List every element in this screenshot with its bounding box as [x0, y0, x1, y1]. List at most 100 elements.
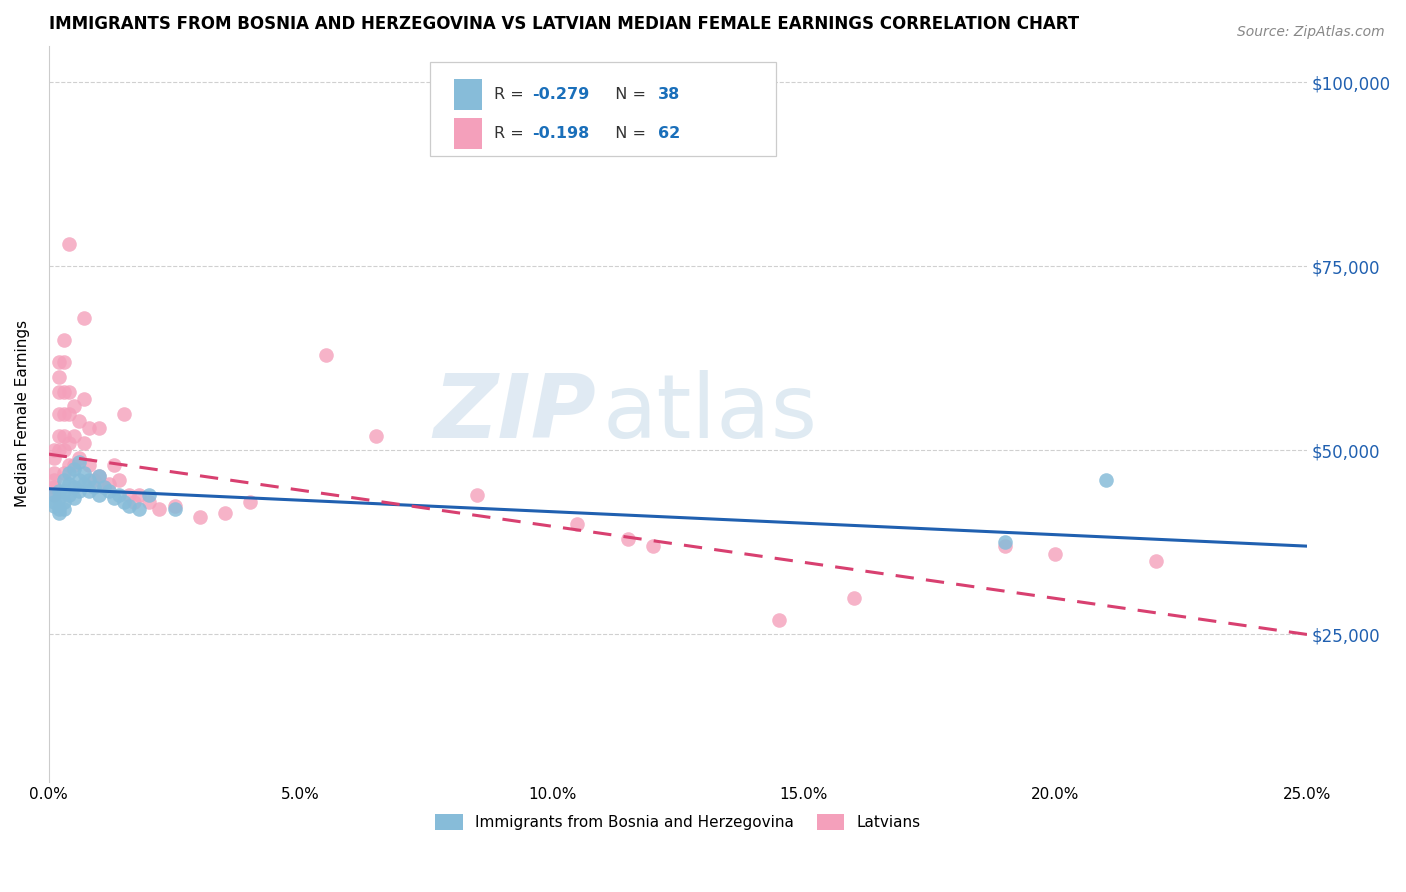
- Point: [58, 466, 80, 480]
- Point: [112, 495, 135, 509]
- Point: [108, 473, 131, 487]
- Point: [73, 466, 96, 480]
- Point: [315, 348, 337, 362]
- Text: IMMIGRANTS FROM BOSNIA AND HERZEGOVINA VS LATVIAN MEDIAN FEMALE EARNINGS CORRELA: IMMIGRANTS FROM BOSNIA AND HERZEGOVINA V…: [49, 15, 1078, 33]
- Point: [148, 502, 170, 516]
- Text: N =: N =: [605, 87, 651, 102]
- Text: -0.198: -0.198: [531, 126, 589, 141]
- Point: [616, 532, 638, 546]
- Point: [42, 450, 65, 465]
- Point: [87, 421, 110, 435]
- Point: [994, 539, 1017, 553]
- Text: -0.279: -0.279: [531, 87, 589, 102]
- Point: [67, 483, 90, 498]
- Point: [1045, 547, 1067, 561]
- Point: [48, 483, 70, 498]
- Point: [124, 495, 146, 509]
- Point: [994, 535, 1017, 549]
- Text: R =: R =: [494, 87, 529, 102]
- Legend: Immigrants from Bosnia and Herzegovina, Latvians: Immigrants from Bosnia and Herzegovina, …: [429, 808, 927, 837]
- Point: [98, 476, 121, 491]
- Point: [163, 502, 186, 516]
- Point: [73, 476, 96, 491]
- Point: [112, 407, 135, 421]
- Point: [58, 488, 80, 502]
- Point: [42, 473, 65, 487]
- Point: [48, 428, 70, 442]
- Point: [52, 333, 75, 347]
- Point: [42, 488, 65, 502]
- Point: [641, 539, 664, 553]
- Point: [128, 502, 150, 516]
- Point: [58, 407, 80, 421]
- Point: [48, 369, 70, 384]
- Point: [63, 399, 86, 413]
- Point: [48, 491, 70, 506]
- Point: [128, 488, 150, 502]
- Point: [103, 458, 125, 473]
- Point: [67, 450, 90, 465]
- Point: [42, 499, 65, 513]
- Point: [93, 480, 115, 494]
- Point: [138, 495, 160, 509]
- Point: [58, 436, 80, 450]
- Text: 62: 62: [658, 126, 681, 141]
- Point: [93, 480, 115, 494]
- Point: [214, 506, 236, 520]
- Point: [52, 473, 75, 487]
- Point: [52, 502, 75, 516]
- Point: [108, 488, 131, 502]
- Point: [73, 392, 96, 406]
- Point: [465, 488, 488, 502]
- Point: [67, 473, 90, 487]
- Text: 38: 38: [658, 87, 681, 102]
- Point: [567, 517, 589, 532]
- Text: N =: N =: [605, 126, 651, 141]
- Point: [239, 495, 262, 509]
- Text: R =: R =: [494, 126, 529, 141]
- Point: [58, 237, 80, 252]
- Point: [52, 355, 75, 369]
- Text: Source: ZipAtlas.com: Source: ZipAtlas.com: [1237, 25, 1385, 39]
- FancyBboxPatch shape: [454, 78, 482, 110]
- Point: [48, 502, 70, 516]
- Y-axis label: Median Female Earnings: Median Female Earnings: [15, 320, 30, 508]
- Point: [103, 491, 125, 506]
- Point: [58, 384, 80, 399]
- Point: [87, 469, 110, 483]
- Point: [87, 488, 110, 502]
- Point: [52, 495, 75, 509]
- Point: [98, 483, 121, 498]
- Point: [77, 473, 100, 487]
- Point: [42, 443, 65, 458]
- Point: [842, 591, 865, 605]
- Point: [364, 428, 387, 442]
- Point: [87, 469, 110, 483]
- Point: [768, 613, 790, 627]
- Point: [1094, 473, 1116, 487]
- Point: [58, 458, 80, 473]
- Point: [52, 428, 75, 442]
- Point: [188, 509, 211, 524]
- Point: [42, 488, 65, 502]
- Point: [52, 407, 75, 421]
- Point: [42, 495, 65, 509]
- Point: [1144, 554, 1167, 568]
- Point: [77, 421, 100, 435]
- Point: [118, 488, 141, 502]
- FancyBboxPatch shape: [430, 62, 776, 156]
- Point: [48, 407, 70, 421]
- Text: ZIP: ZIP: [433, 370, 596, 458]
- Point: [58, 476, 80, 491]
- Point: [83, 480, 105, 494]
- Point: [67, 454, 90, 468]
- Point: [42, 466, 65, 480]
- Text: atlas: atlas: [602, 370, 817, 458]
- Point: [48, 506, 70, 520]
- Point: [48, 384, 70, 399]
- Point: [52, 384, 75, 399]
- Point: [83, 473, 105, 487]
- Point: [48, 355, 70, 369]
- Point: [52, 466, 75, 480]
- Point: [118, 499, 141, 513]
